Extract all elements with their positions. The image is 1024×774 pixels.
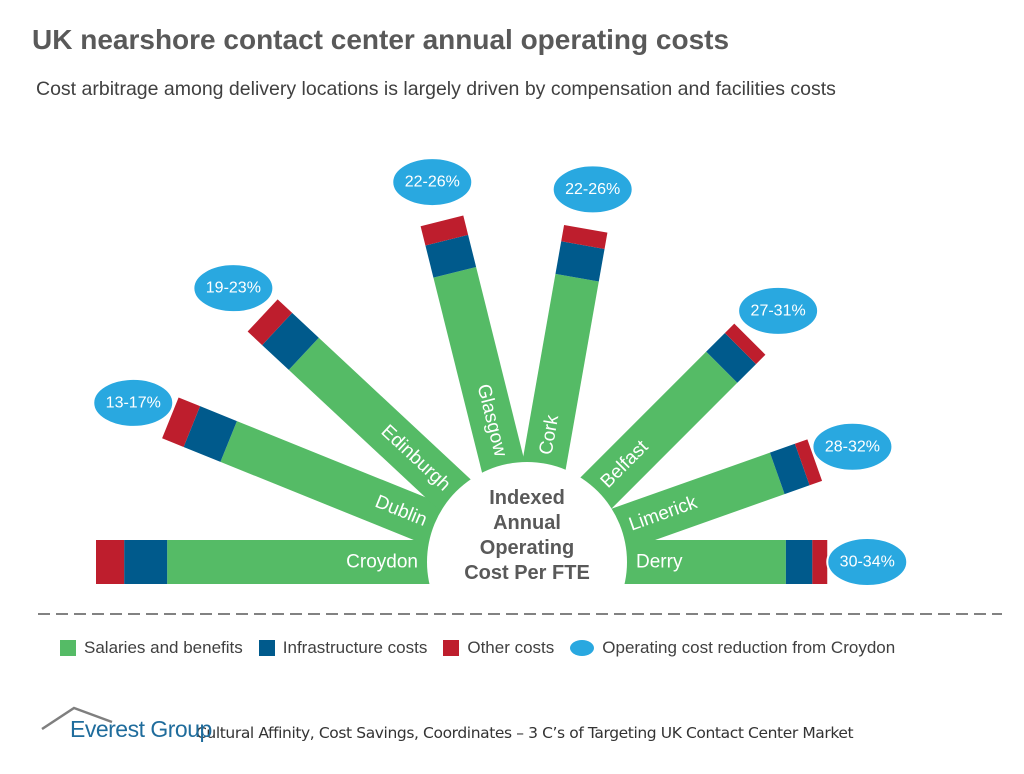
- legend-label: Operating cost reduction from Croydon: [602, 638, 896, 657]
- bar-label: Derry: [636, 552, 683, 573]
- bar-label: Croydon: [346, 552, 418, 573]
- reduction-bubble: 28-32%: [811, 421, 894, 472]
- bar-segment-other: [724, 323, 766, 365]
- reduction-label: 22-26%: [565, 181, 620, 198]
- center-label-line: Cost Per FTE: [464, 562, 590, 584]
- reduction-bubble: 27-31%: [737, 285, 820, 336]
- page-title: UK nearshore contact center annual opera…: [32, 24, 730, 55]
- center-label-line: Annual: [493, 512, 561, 534]
- bar-segment-infrastructure: [769, 443, 810, 495]
- reduction-label: 22-26%: [405, 174, 460, 191]
- reduction-label: 19-23%: [206, 280, 261, 297]
- reduction-label: 27-31%: [751, 302, 806, 319]
- center-label-line: Operating: [480, 537, 574, 559]
- reduction-bubble: 22-26%: [551, 164, 634, 215]
- reduction-bubble: 22-26%: [391, 157, 474, 208]
- bar-segment-infrastructure: [555, 241, 605, 282]
- reduction-bubble: 13-17%: [92, 377, 175, 428]
- legend: Salaries and benefits Infrastructure cos…: [60, 638, 911, 658]
- mountain-icon: [41, 706, 113, 730]
- legend-label: Infrastructure costs: [282, 638, 428, 657]
- bar-segment-infrastructure: [124, 540, 168, 584]
- legend-swatch: [443, 640, 460, 656]
- bar-segment-other: [162, 397, 201, 447]
- center-circle: [427, 462, 627, 662]
- bar-segment-other: [420, 215, 469, 246]
- legend-item-other: Other costs: [443, 638, 554, 658]
- bar-segment-infrastructure: [425, 234, 477, 278]
- bar-croydon: [96, 540, 527, 584]
- legend-swatch: [258, 640, 275, 656]
- bar-segment-infrastructure: [262, 312, 319, 370]
- legend-swatch: [570, 640, 595, 656]
- legend-swatch: [60, 640, 76, 656]
- reduction-label: 13-17%: [106, 394, 161, 411]
- bar-segment-infrastructure: [785, 540, 813, 584]
- bar-segment-other: [812, 540, 828, 584]
- page-subtitle: Cost arbitrage among delivery locations …: [36, 78, 836, 100]
- everest-group-logo: Everest Group: [40, 700, 212, 746]
- logo-text: Everest Group: [70, 716, 212, 742]
- bar-segment-other: [561, 224, 608, 249]
- reduction-bubble: 30-34%: [826, 537, 909, 587]
- reduction-label: 30-34%: [840, 554, 895, 571]
- legend-label: Salaries and benefits: [84, 638, 243, 657]
- footer: Everest Group Cultural Affinity, Cost Sa…: [40, 700, 854, 746]
- reduction-label: 28-32%: [825, 438, 880, 455]
- legend-item-salaries: Salaries and benefits: [60, 638, 243, 658]
- footer-source: Cultural Affinity, Cost Savings, Coordin…: [196, 724, 854, 742]
- bar-segment-infrastructure: [183, 406, 237, 462]
- legend-label: Other costs: [467, 638, 555, 657]
- legend-item-infrastructure: Infrastructure costs: [258, 638, 428, 658]
- center-label-line: Indexed: [489, 487, 565, 509]
- bar-segment-other: [247, 299, 293, 346]
- legend-item-reduction: Operating cost reduction from Croydon: [570, 638, 895, 658]
- bar-segment-infrastructure: [706, 332, 757, 383]
- bar-segment-other: [794, 439, 823, 486]
- bar-segment-other: [96, 540, 125, 584]
- reduction-bubble: 19-23%: [192, 263, 275, 314]
